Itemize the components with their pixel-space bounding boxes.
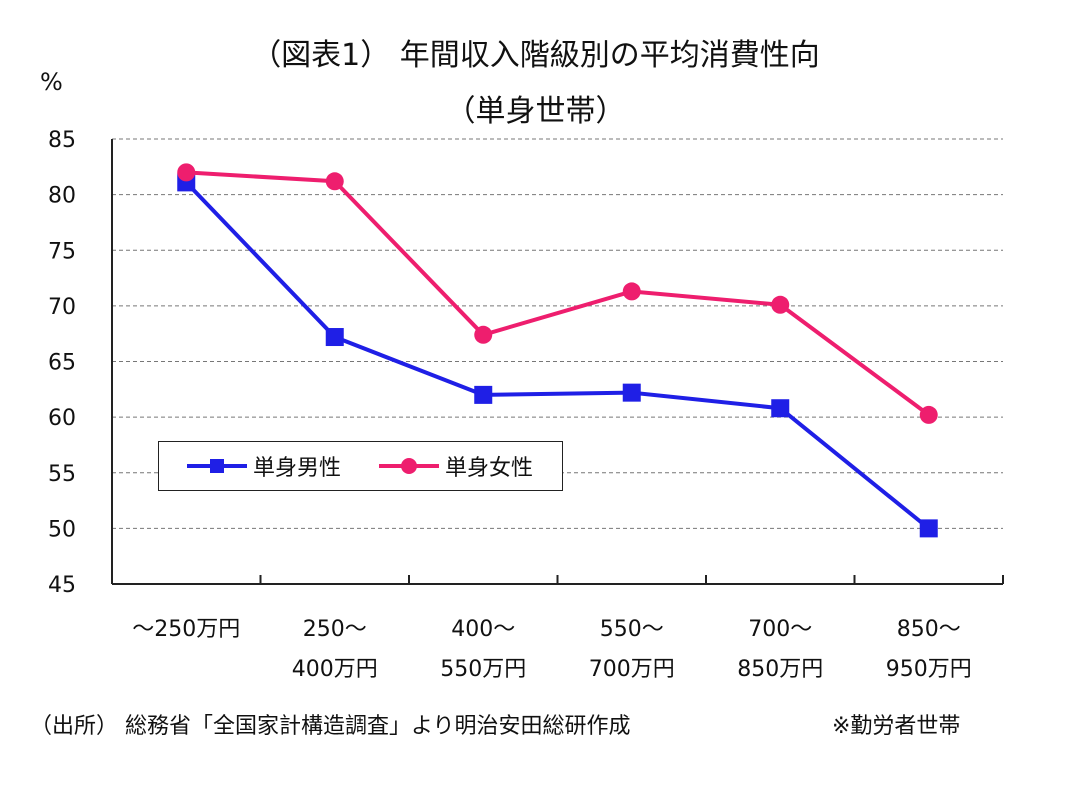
legend-item-male: 単身男性: [187, 442, 341, 490]
source-note: （出所） 総務省「全国家計構造調査」より明治安田総研作成: [30, 714, 631, 739]
data-point-female: [474, 325, 493, 344]
x-tick-label: 550万円: [440, 657, 526, 682]
y-tick-label: 70: [48, 295, 76, 320]
x-tick-label: 850万円: [737, 657, 823, 682]
chart-title-line2: （単身世帯）: [445, 94, 626, 129]
footnote: ※勤労者世帯: [832, 714, 961, 739]
data-point-male: [622, 383, 641, 402]
x-tick-label: 550～: [600, 617, 664, 642]
data-point-male: [325, 328, 344, 347]
x-tick-label: 250～: [303, 617, 367, 642]
y-tick-label: 80: [48, 184, 76, 209]
y-tick-label: 85: [48, 128, 76, 153]
legend-square-marker-icon: [187, 459, 247, 473]
x-tick-label: ～250万円: [132, 617, 240, 642]
y-tick-label: 55: [48, 462, 76, 487]
data-point-female: [177, 163, 196, 182]
x-tick-label: 700～: [748, 617, 812, 642]
y-tick-label: 50: [48, 517, 76, 542]
series-line-female: [186, 170, 930, 417]
legend-item-female: 単身女性: [379, 442, 533, 490]
data-point-male: [771, 399, 790, 418]
chart-title-line1: （図表1） 年間収入階級別の平均消費性向: [251, 38, 820, 73]
x-tick-label: 850～: [897, 617, 961, 642]
data-point-male: [474, 385, 493, 404]
data-point-female: [622, 282, 641, 301]
x-tick-label: 950万円: [886, 657, 972, 682]
y-tick-label: 60: [48, 406, 76, 431]
x-tick-label: 700万円: [589, 657, 675, 682]
x-tick-label: 400～: [451, 617, 515, 642]
chart-legend: 単身男性 単身女性: [158, 441, 563, 491]
y-tick-label: 65: [48, 351, 76, 376]
legend-circle-marker-icon: [379, 458, 439, 474]
data-point-female: [771, 295, 790, 314]
data-point-female: [919, 405, 938, 424]
x-tick-label: 400万円: [292, 657, 378, 682]
data-point-male: [919, 519, 938, 538]
legend-label-male: 単身男性: [253, 456, 342, 481]
y-tick-label: 45: [48, 573, 76, 598]
y-axis-unit: %: [40, 68, 63, 96]
y-tick-label: 75: [48, 239, 76, 264]
legend-label-female: 単身女性: [445, 456, 534, 481]
data-point-female: [325, 172, 344, 191]
series-line-male: [184, 181, 931, 530]
